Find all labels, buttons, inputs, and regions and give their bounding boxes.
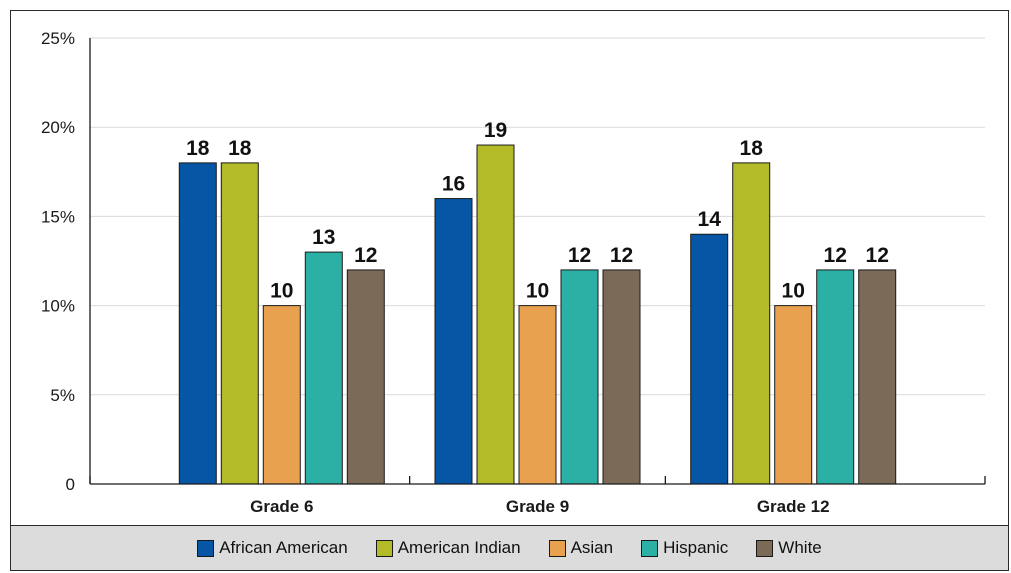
data-label: 12 bbox=[354, 244, 377, 267]
legend-swatch bbox=[641, 539, 659, 557]
bar-hispanic-grade-6 bbox=[304, 251, 343, 485]
legend-swatch bbox=[756, 539, 774, 557]
data-label: 19 bbox=[484, 119, 507, 142]
y-tick-label: 25% bbox=[41, 29, 75, 48]
bar-hispanic-grade-9 bbox=[560, 269, 599, 485]
legend-label: White bbox=[778, 538, 822, 557]
y-tick-label: 15% bbox=[41, 207, 75, 226]
data-label: 10 bbox=[270, 280, 293, 303]
data-label: 14 bbox=[698, 208, 722, 231]
legend-swatch bbox=[548, 539, 566, 557]
data-label: 12 bbox=[824, 244, 847, 267]
bars bbox=[178, 144, 897, 485]
legend-item-american-indian: American Indian bbox=[375, 538, 521, 558]
legend-item-african-american: African American bbox=[197, 538, 348, 558]
data-label: 18 bbox=[186, 137, 210, 160]
labels: 0 5% 10% 15% 20% 25% 18 18 10 13 12 Grade 6 16 19 10 12… bbox=[41, 29, 889, 516]
data-label: 13 bbox=[312, 226, 335, 249]
legend-label: American Indian bbox=[397, 538, 521, 557]
data-label: 10 bbox=[782, 280, 805, 303]
legend-label: Asian bbox=[570, 538, 614, 557]
legend: African American American Indian Asian Hisp… bbox=[10, 525, 1009, 571]
x-tick-label: Grade 9 bbox=[506, 497, 569, 516]
bar-african-american-grade-6 bbox=[178, 162, 217, 485]
bar-asian-grade-9 bbox=[518, 305, 557, 485]
legend-swatch bbox=[375, 539, 393, 557]
bar-american-indian-grade-9 bbox=[476, 144, 515, 485]
data-label: 12 bbox=[866, 244, 889, 267]
legend-label: African American bbox=[219, 538, 348, 557]
bar-hispanic-grade-12 bbox=[816, 269, 855, 485]
legend-swatch bbox=[197, 539, 215, 557]
x-tick-label: Grade 6 bbox=[250, 497, 313, 516]
y-tick-label: 5% bbox=[50, 386, 75, 405]
bar-white-grade-9 bbox=[602, 269, 641, 485]
y-tick-label: 0 bbox=[66, 475, 75, 494]
data-label: 12 bbox=[610, 244, 633, 267]
bar-chart: 0 5% 10% 15% 20% 25% 18 18 10 13 12 Grade 6 16 19 10 12… bbox=[41, 29, 986, 516]
bar-asian-grade-6 bbox=[262, 305, 301, 485]
y-tick-label: 10% bbox=[41, 297, 75, 316]
data-label: 10 bbox=[526, 280, 549, 303]
legend-item-hispanic: Hispanic bbox=[641, 538, 728, 558]
legend-item-white: White bbox=[756, 538, 822, 558]
bar-asian-grade-12 bbox=[774, 305, 813, 485]
bar-african-american-grade-12 bbox=[690, 233, 729, 485]
bar-white-grade-6 bbox=[346, 269, 385, 485]
legend-item-asian: Asian bbox=[548, 538, 614, 558]
axes bbox=[89, 38, 986, 485]
x-tick-label: Grade 12 bbox=[757, 497, 830, 516]
data-label: 18 bbox=[740, 137, 764, 160]
bar-american-indian-grade-12 bbox=[732, 162, 771, 485]
bar-american-indian-grade-6 bbox=[220, 162, 259, 485]
data-label: 16 bbox=[442, 173, 465, 196]
legend-label: Hispanic bbox=[663, 538, 729, 557]
data-label: 18 bbox=[228, 137, 252, 160]
y-tick-label: 20% bbox=[41, 118, 75, 137]
bar-white-grade-12 bbox=[858, 269, 897, 485]
bar-african-american-grade-9 bbox=[434, 198, 473, 485]
data-label: 12 bbox=[568, 244, 591, 267]
